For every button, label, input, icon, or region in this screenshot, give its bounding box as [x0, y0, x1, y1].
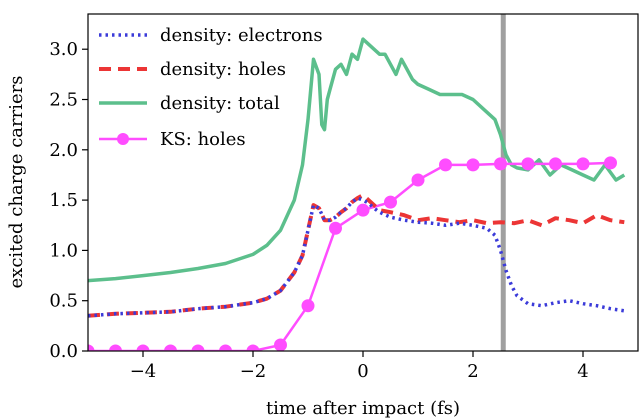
series-point [604, 156, 617, 170]
legend-marker [117, 133, 129, 145]
x-tick-label: 0 [357, 361, 368, 382]
series-line-0 [88, 196, 625, 318]
y-tick-label: 3.0 [49, 39, 78, 60]
legend: density: electrons density: holes density:… [99, 25, 323, 150]
plot-frame [87, 13, 639, 352]
series-point [411, 173, 425, 187]
series-point [136, 344, 150, 351]
series-layer [88, 14, 626, 351]
y-tick-label: 2.0 [49, 140, 78, 161]
series-point [356, 203, 370, 217]
series-point [329, 221, 342, 235]
series-point [439, 158, 452, 172]
series-point [191, 344, 205, 351]
x-axis-label: time after impact (fs) [266, 398, 460, 419]
series-point [274, 338, 287, 351]
y-tick-label: 0.5 [49, 291, 78, 312]
legend-label: density: total [160, 93, 280, 114]
series-point [164, 344, 177, 351]
plot-background [88, 14, 638, 351]
series-point [246, 344, 260, 351]
series-point [384, 195, 397, 209]
y-tick-label: 1.0 [49, 240, 78, 261]
series-point [549, 157, 562, 171]
legend-label: density: holes [160, 59, 286, 80]
series-point [521, 157, 535, 171]
series-point [219, 344, 232, 351]
x-tick-label: −4 [130, 361, 157, 382]
legend-label: KS: holes [160, 129, 246, 150]
y-axis-label: excited charge carriers [6, 76, 27, 289]
series-point [301, 299, 315, 313]
y-tick-label: 0.0 [49, 341, 78, 362]
series-point [576, 157, 590, 171]
x-tick-label: 2 [467, 361, 478, 382]
series-point [109, 344, 122, 351]
y-tick-label: 2.5 [49, 90, 78, 111]
y-tick-label: 1.5 [49, 190, 78, 211]
legend-label: density: electrons [160, 25, 323, 46]
series-point [466, 158, 480, 172]
x-tick-label: 4 [577, 361, 588, 382]
ticks-layer: −4 −2 0 2 4 0.0 0.5 1.0 1.5 2.0 2.5 3.0 [49, 39, 588, 382]
series-point [88, 344, 95, 351]
series-line-1 [88, 193, 625, 318]
x-tick-label: −2 [240, 361, 267, 382]
series-point [494, 157, 507, 171]
